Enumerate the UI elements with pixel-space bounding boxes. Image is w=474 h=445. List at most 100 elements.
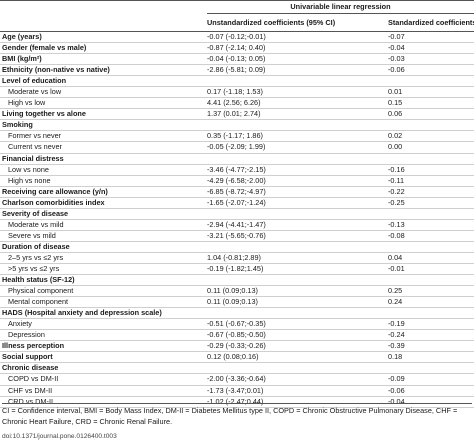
row-label: Depression — [0, 329, 205, 342]
row-standardized-value — [386, 241, 474, 253]
row-unstandardized-value: 0.11 (0.09;0.13) — [205, 285, 386, 298]
table-row: Anxiety -0.51 (-0.67;-0.35) -0.19 — [0, 318, 474, 331]
row-unstandardized-value: 1.04 (-0.81;2.89) — [205, 252, 386, 264]
row-unstandardized-value — [205, 307, 386, 320]
row-label: >5 yrs vs ≤2 yrs — [0, 263, 205, 276]
group-title-text: Univariable linear regression — [207, 2, 474, 14]
table-row: COPD vs DM-II -2.00 (-3.36;-0.64) -0.09 — [0, 373, 474, 386]
row-unstandardized-value — [205, 241, 386, 253]
row-standardized-value — [386, 153, 474, 165]
row-standardized-value: 0.18 — [386, 351, 474, 364]
group-title: Univariable linear regression — [205, 0, 474, 15]
table-row: Mental component 0.11 (0.09;0.13) 0.24 — [0, 296, 474, 309]
row-standardized-value: -0.22 — [386, 186, 474, 198]
table-group-header-row: Univariable linear regression — [0, 0, 474, 15]
row-unstandardized-value: -0.07 (-0.12;-0.01) — [205, 31, 386, 44]
row-standardized-value: 0.01 — [386, 86, 474, 99]
row-label: Physical component — [0, 285, 205, 298]
table-row: 2–5 yrs vs ≤2 yrs 1.04 (-0.81;2.89) 0.04 — [0, 252, 474, 264]
row-standardized-value — [386, 119, 474, 132]
row-label: Duration of disease — [0, 241, 205, 253]
row-standardized-value — [386, 208, 474, 220]
table-row: Smoking — [0, 119, 474, 132]
row-standardized-value: -0.16 — [386, 164, 474, 176]
table-row: Illness perception -0.29 (-0.33;-0.26) -0.… — [0, 340, 474, 353]
row-label: High vs none — [0, 175, 205, 187]
row-label: Severity of disease — [0, 208, 205, 220]
row-label: Severe vs mild — [0, 230, 205, 242]
row-standardized-value: -0.11 — [386, 175, 474, 187]
row-standardized-value: -0.06 — [386, 64, 474, 77]
row-label: Age (years) — [0, 31, 205, 44]
table-row: Former vs never 0.35 (-1.17; 1.86) 0.02 — [0, 130, 474, 143]
header-empty-cell — [0, 0, 205, 15]
row-unstandardized-value: -0.19 (-1.82;1.45) — [205, 263, 386, 276]
table-row: >5 yrs vs ≤2 yrs -0.19 (-1.82;1.45) -0.01 — [0, 263, 474, 276]
row-unstandardized-value: 0.11 (0.09;0.13) — [205, 296, 386, 309]
row-label: Social support — [0, 351, 205, 364]
row-label: Former vs never — [0, 130, 205, 143]
table-row: Health status (SF-12) — [0, 274, 474, 287]
row-label: Moderate vs low — [0, 86, 205, 99]
row-label: Mental component — [0, 296, 205, 309]
row-standardized-value: 0.02 — [386, 130, 474, 143]
row-label: 2–5 yrs vs ≤2 yrs — [0, 252, 205, 264]
row-label: Current vs never — [0, 141, 205, 154]
regression-table: Univariable linear regression Unstandard… — [0, 0, 474, 408]
row-label: Smoking — [0, 119, 205, 132]
table-body: Age (years) -0.07 (-0.12;-0.01) -0.07 Gende… — [0, 31, 474, 408]
row-unstandardized-value: -2.86 (-5.81; 0.09) — [205, 64, 386, 77]
col-header-standardized: Standardized coefficients — [386, 15, 474, 32]
row-unstandardized-value — [205, 208, 386, 220]
row-standardized-value: -0.04 — [386, 396, 474, 408]
row-label: Health status (SF-12) — [0, 274, 205, 287]
row-unstandardized-value — [205, 75, 386, 88]
row-standardized-value: 0.25 — [386, 285, 474, 298]
table-row: Living together vs alone 1.37 (0.01; 2.74… — [0, 108, 474, 121]
row-standardized-value — [386, 274, 474, 287]
row-standardized-value: 0.15 — [386, 97, 474, 110]
table-row: Social support 0.12 (0.08;0.16) 0.18 — [0, 351, 474, 364]
row-standardized-value: -0.04 — [386, 42, 474, 55]
row-label: Living together vs alone — [0, 108, 205, 121]
table-row: Physical component 0.11 (0.09;0.13) 0.25 — [0, 285, 474, 298]
row-unstandardized-value: -0.29 (-0.33;-0.26) — [205, 340, 386, 353]
row-unstandardized-value: -2.00 (-3.36;-0.64) — [205, 373, 386, 386]
row-unstandardized-value: -0.51 (-0.67;-0.35) — [205, 318, 386, 331]
row-unstandardized-value: -1.65 (-2.07;-1.24) — [205, 197, 386, 209]
table-row: Financial distress — [0, 153, 474, 165]
row-standardized-value: 0.04 — [386, 252, 474, 264]
row-label: High vs low — [0, 97, 205, 110]
row-standardized-value: -0.19 — [386, 318, 474, 331]
table-row: Receiving care allowance (y/n) -6.85 (-8.… — [0, 186, 474, 198]
row-label: Gender (female vs male) — [0, 42, 205, 55]
table-row: Level of education — [0, 75, 474, 88]
table-row: Gender (female vs male) -0.87 (-2.14; 0.4… — [0, 42, 474, 55]
row-unstandardized-value: -2.94 (-4.41;-1.47) — [205, 219, 386, 231]
row-standardized-value — [386, 75, 474, 88]
row-unstandardized-value: 0.35 (-1.17; 1.86) — [205, 130, 386, 143]
table-row: Moderate vs low 0.17 (-1.18; 1.53) 0.01 — [0, 86, 474, 99]
row-standardized-value: -0.09 — [386, 373, 474, 386]
table-row: Age (years) -0.07 (-0.12;-0.01) -0.07 — [0, 31, 474, 44]
row-standardized-value: -0.39 — [386, 340, 474, 353]
row-unstandardized-value: -0.67 (-0.85;-0.50) — [205, 329, 386, 342]
row-standardized-value: -0.06 — [386, 385, 474, 397]
row-label: Charlson comorbidities index — [0, 197, 205, 209]
row-standardized-value — [386, 362, 474, 375]
row-standardized-value: 0.00 — [386, 141, 474, 154]
row-label: Anxiety — [0, 318, 205, 331]
row-unstandardized-value — [205, 274, 386, 287]
row-unstandardized-value: -0.87 (-2.14; 0.40) — [205, 42, 386, 55]
row-unstandardized-value: -1.73 (-3.47;0.01) — [205, 385, 386, 397]
table-row: Ethnicity (non-native vs native) -2.86 (-… — [0, 64, 474, 77]
row-label: BMI (kg/m²) — [0, 53, 205, 66]
row-unstandardized-value: -1.02 (-2.47;0.44) — [205, 396, 386, 408]
row-unstandardized-value: 4.41 (2.56; 6.26) — [205, 97, 386, 110]
table-row: CRD vs DM-II -1.02 (-2.47;0.44) -0.04 — [0, 396, 474, 408]
table-row: HADS (Hospital anxiety and depression sc… — [0, 307, 474, 320]
table-row: CHF vs DM-II -1.73 (-3.47;0.01) -0.06 — [0, 385, 474, 397]
table-row: Chronic disease — [0, 362, 474, 375]
row-standardized-value: -0.01 — [386, 263, 474, 276]
